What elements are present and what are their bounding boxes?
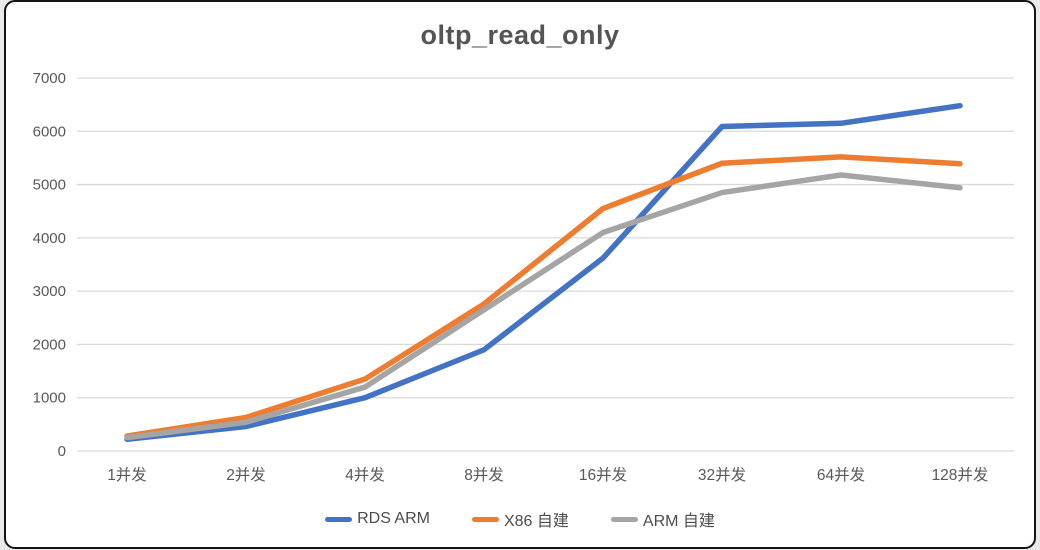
y-axis-tick-label: 4000: [33, 230, 66, 247]
chart-title: oltp_read_only: [420, 20, 620, 50]
series-line-0: [124, 102, 963, 443]
y-axis-tick-label: 6000: [33, 123, 66, 140]
x-axis-tick-label: 4并发: [345, 466, 385, 484]
y-axis-tick-label: 5000: [33, 177, 66, 194]
legend-item-0: RDS ARM: [325, 510, 430, 528]
x-axis-tick-label: 16并发: [579, 466, 627, 484]
series-line-2: [124, 172, 963, 441]
x-axis-tick-label: 8并发: [464, 466, 504, 484]
x-axis-tick-label: 2并发: [226, 466, 266, 484]
y-axis-tick-label: 0: [58, 443, 66, 460]
chart-legend: RDS ARM X86 自建 ARM 自建: [6, 507, 1034, 531]
x-axis-tick-label: 32并发: [698, 466, 746, 484]
legend-label: X86 自建: [503, 513, 569, 530]
legend-line-marker: [610, 516, 638, 522]
line-chart-canvas: 0 1000 2000 3000 4000 5000 6000 7000 1并发 2并发 4并发 8并…: [33, 70, 1014, 484]
x-axis-tick-label: 64并发: [817, 466, 865, 484]
legend-line-marker: [325, 516, 353, 522]
y-axis-tick-label: 1000: [33, 390, 66, 407]
legend-item-1: X86 自建: [471, 507, 569, 531]
y-axis-tick-label: 7000: [33, 70, 66, 87]
legend-line-marker: [471, 516, 499, 522]
legend-item-2: ARM 自建: [610, 507, 715, 531]
series-line-1: [124, 154, 963, 439]
y-axis-tick-label: 3000: [33, 283, 66, 300]
x-axis-tick-label: 1并发: [107, 466, 147, 484]
chart-window: 0 1000 2000 3000 4000 5000 6000 7000 1并发 2并发 4并发 8并…: [4, 0, 1036, 549]
legend-label: ARM 自建: [642, 513, 715, 530]
x-axis-tick-label: 128并发: [932, 466, 989, 484]
legend-label: RDS ARM: [357, 510, 430, 527]
y-axis-tick-label: 2000: [33, 336, 66, 353]
